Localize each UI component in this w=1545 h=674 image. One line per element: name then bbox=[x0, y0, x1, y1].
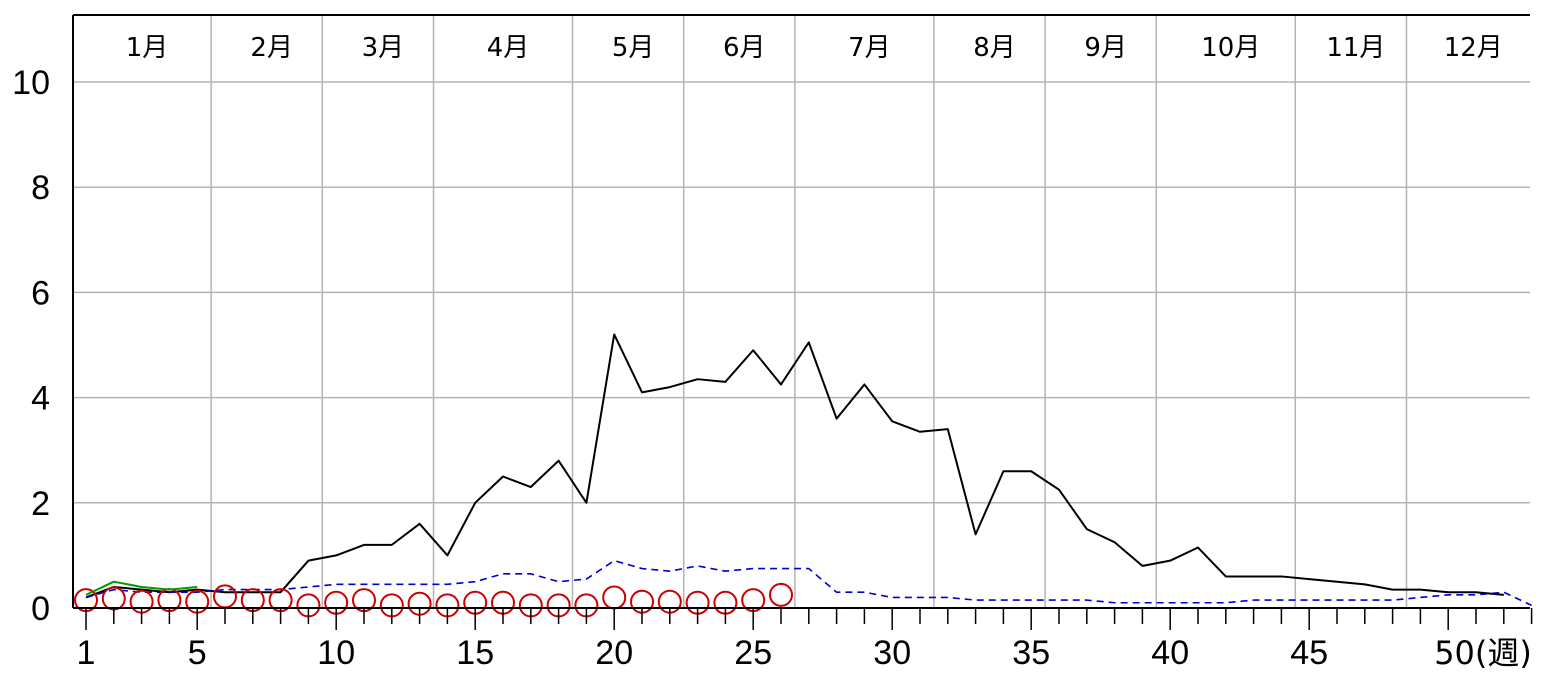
month-label: 4月 bbox=[487, 33, 530, 63]
month-label: 7月 bbox=[848, 33, 891, 63]
month-label: 1月 bbox=[126, 33, 169, 63]
month-label: 10月 bbox=[1201, 33, 1260, 63]
series-line-1 bbox=[85, 559, 1532, 607]
y-tick-label: 4 bbox=[31, 380, 50, 418]
series-line-0 bbox=[85, 333, 1504, 599]
x-tick-label: 10 bbox=[317, 634, 355, 672]
x-tick-label: 1 bbox=[77, 634, 96, 672]
month-labels: 1月 2月 3月 4月 5月 6月 7月 8月 9月 10月 11月 12月 bbox=[126, 33, 1503, 63]
x-tick-label: 15 bbox=[456, 634, 494, 672]
y-tick-label: 6 bbox=[31, 274, 50, 312]
series-line-3 bbox=[85, 580, 198, 596]
month-label: 8月 bbox=[973, 33, 1016, 63]
y-tick-label: 2 bbox=[31, 485, 50, 523]
x-tick-label: 30 bbox=[873, 634, 911, 672]
x-tick-label: 20 bbox=[595, 634, 633, 672]
data-point-circle bbox=[213, 584, 237, 609]
x-tick-label: 45 bbox=[1290, 634, 1328, 672]
grid-layer bbox=[73, 15, 1530, 608]
x-tick-label: 40 bbox=[1151, 634, 1189, 672]
month-label: 5月 bbox=[612, 33, 655, 63]
x-tick-label: 35 bbox=[1012, 634, 1050, 672]
month-label: 11月 bbox=[1326, 33, 1385, 63]
data-point-circle bbox=[602, 585, 627, 610]
month-label: 3月 bbox=[362, 33, 405, 63]
x-tick-label: 5 bbox=[188, 634, 207, 672]
month-label: 9月 bbox=[1084, 33, 1127, 63]
data-point-circle bbox=[101, 586, 126, 611]
month-label: 2月 bbox=[250, 33, 293, 63]
y-tick-label: 10 bbox=[12, 64, 50, 102]
y-tick-label: 8 bbox=[31, 169, 50, 207]
series-layer bbox=[74, 333, 1532, 618]
x-tick-label: 50(週) bbox=[1434, 634, 1532, 672]
y-tick-label: 0 bbox=[31, 590, 50, 628]
month-label: 12月 bbox=[1444, 33, 1503, 63]
month-label: 6月 bbox=[723, 33, 766, 63]
data-point-circle bbox=[769, 582, 793, 607]
x-tick-label: 25 bbox=[734, 634, 772, 672]
